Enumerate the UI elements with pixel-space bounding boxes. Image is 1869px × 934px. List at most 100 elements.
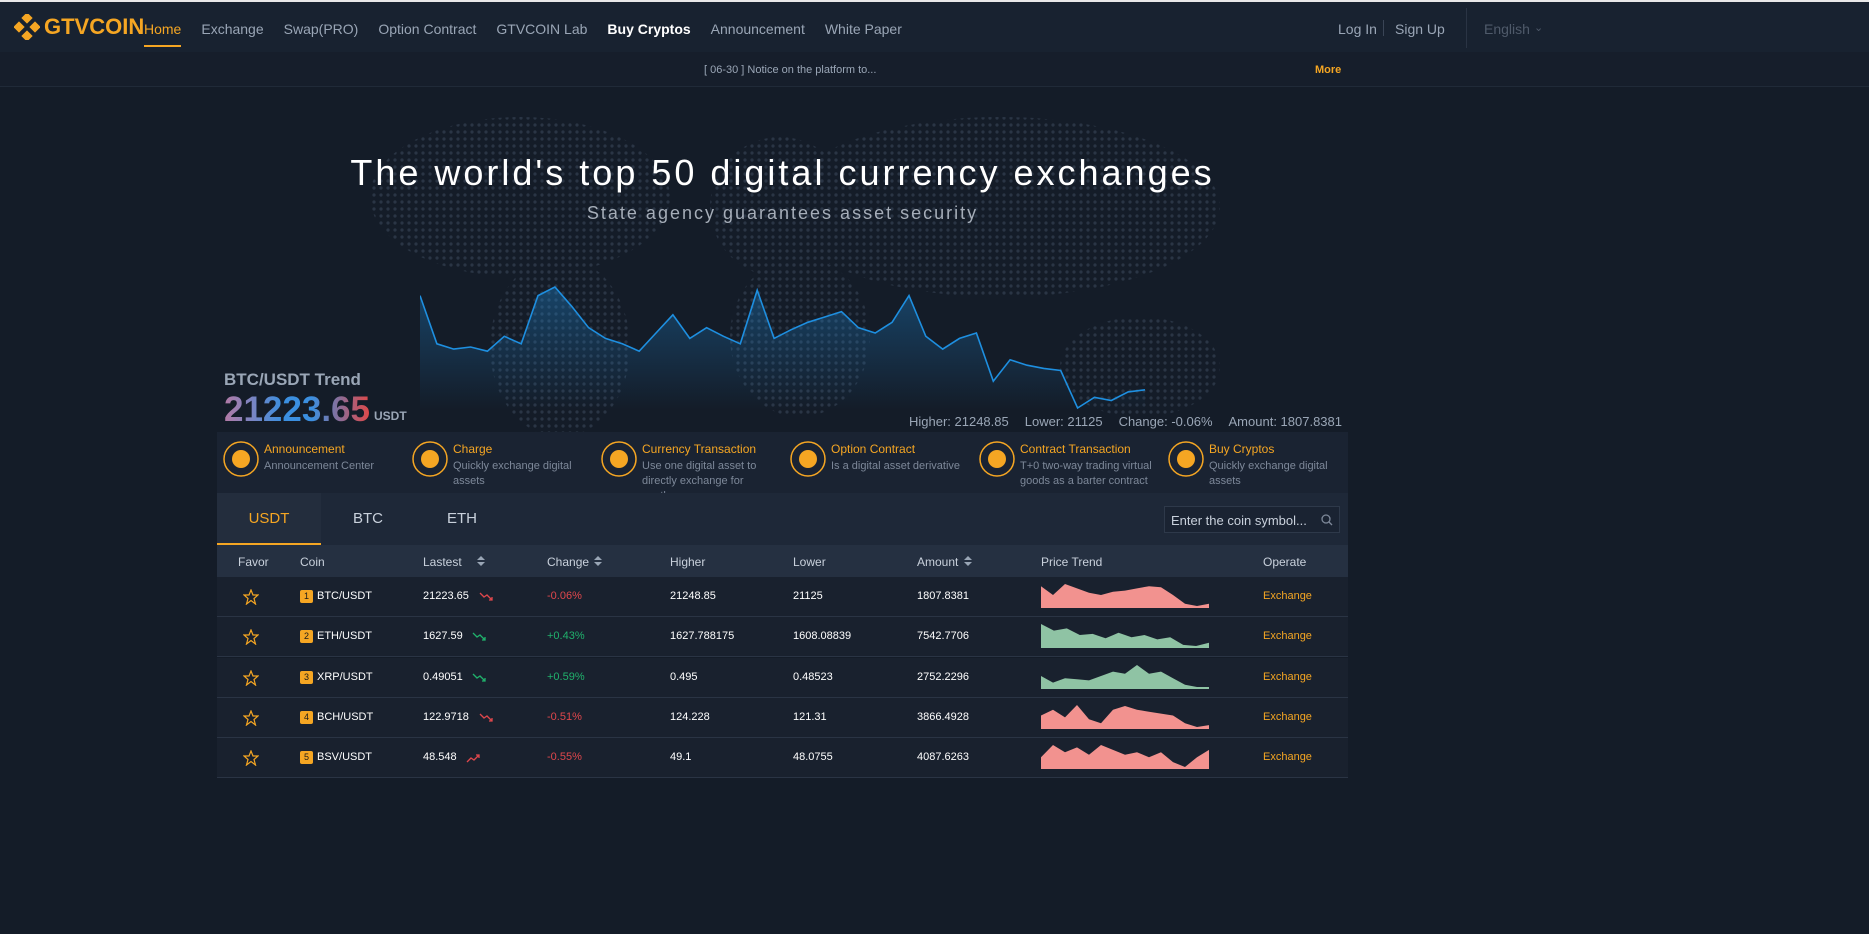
favor-star[interactable]	[243, 709, 259, 726]
trend-area	[1041, 704, 1209, 729]
feature-icon	[223, 441, 259, 477]
trend-area	[1041, 624, 1209, 649]
coin-rank: 2	[300, 630, 313, 644]
feature[interactable]: Option Contract Is a digital asset deriva…	[784, 432, 973, 493]
features: Announcement Announcement Center Charge Qui…	[217, 432, 1351, 502]
favor-star[interactable]	[243, 669, 259, 686]
higher: 21248.85	[670, 590, 716, 602]
amount: 4087.6263	[917, 751, 969, 764]
table-row[interactable]: 2 ETH/USDT 1627.59 +0.43% 1627.788175 1608.08…	[217, 617, 1348, 658]
exchange-link[interactable]: Exchange	[1263, 670, 1312, 683]
login[interactable]: Log In	[1338, 21, 1377, 37]
lower: 48.0755	[793, 751, 833, 764]
feature-desc: T+0 two-way trading virtual goods as a b…	[1020, 460, 1152, 487]
coin-pair: BTC/USDT	[317, 590, 372, 602]
coin: 3 XRP/USDT	[300, 670, 373, 684]
table-row[interactable]: 5 BSV/USDT 48.548 -0.55% 49.1 48.0755 4087.626…	[217, 738, 1348, 779]
stat: Amount: 1807.8381	[1228, 414, 1342, 429]
trend-price: 21223.65	[224, 390, 370, 429]
coin-rank: 5	[300, 751, 313, 765]
icon-ring	[790, 441, 826, 477]
feature[interactable]: Contract Transaction T+0 two-way trading …	[973, 432, 1162, 493]
notice-more[interactable]: More	[1315, 64, 1342, 76]
feature-desc: Announcement Center	[264, 460, 375, 472]
favor-star[interactable]	[243, 589, 259, 605]
nav-item[interactable]: Buy Cryptos	[607, 21, 691, 37]
nav-item[interactable]: White Paper	[824, 21, 902, 37]
coin: 5 BSV/USDT	[300, 751, 372, 765]
coin-pair: XRP/USDT	[317, 670, 373, 683]
feature-title: Buy Cryptos	[1209, 442, 1275, 456]
nav-item[interactable]: Exchange	[201, 21, 264, 37]
column-header: Lastest	[423, 555, 462, 569]
icon-ring	[601, 441, 637, 477]
column-header: Coin	[300, 555, 325, 569]
feature-title: Option Contract	[831, 442, 916, 456]
price-trend	[1041, 664, 1209, 689]
exchange-link[interactable]: Exchange	[1263, 630, 1312, 643]
table-row[interactable]: 1 BTC/USDT 21223.65 -0.06% 21248.85 21125 1807…	[217, 577, 1348, 617]
change: -0.06%	[547, 590, 582, 602]
stat: Higher: 21248.85	[908, 414, 1009, 429]
logo[interactable]: GTVCOIN	[14, 14, 144, 40]
amount: 3866.4928	[917, 710, 969, 723]
search-icon	[1321, 514, 1333, 526]
trend-area	[1041, 664, 1209, 689]
favor-star[interactable]	[243, 629, 259, 646]
nav-item[interactable]: Home	[144, 21, 182, 47]
icon-core	[1177, 450, 1195, 468]
trend-area	[1041, 745, 1209, 770]
trend-area	[420, 287, 1145, 410]
feature[interactable]: Currency Transaction Use one digital asse…	[595, 432, 784, 502]
tab[interactable]: ETH	[447, 510, 477, 527]
language[interactable]: English	[1484, 21, 1530, 37]
feature-title: Announcement	[264, 442, 345, 456]
table-row[interactable]: 3 XRP/USDT 0.49051 +0.59% 0.495 0.48523 2752.2…	[217, 657, 1348, 698]
price-trend	[1041, 704, 1209, 729]
search-input[interactable]: Enter the coin symbol...	[1164, 506, 1340, 533]
nav-item[interactable]: GTVCOIN Lab	[496, 21, 588, 37]
last-price: 0.49051	[423, 670, 463, 683]
divider	[1466, 8, 1467, 48]
exchange-link[interactable]: Exchange	[1263, 590, 1312, 602]
icon-core	[610, 450, 628, 468]
table-row[interactable]: 4 BCH/USDT 122.9718 -0.51% 124.228 121.31 3866…	[217, 697, 1348, 738]
star	[243, 669, 259, 686]
star	[243, 629, 259, 646]
coin: 1 BTC/USDT	[300, 590, 372, 603]
tab[interactable]: USDT	[217, 493, 321, 545]
coin-pair: ETH/USDT	[317, 630, 372, 643]
star	[243, 589, 259, 605]
column-header: Operate	[1263, 555, 1307, 569]
favor-star[interactable]	[243, 750, 259, 767]
feature[interactable]: Charge Quickly exchange digital assets	[406, 432, 595, 493]
language-caret: ⌄	[1534, 22, 1544, 34]
hero-subtitle: State agency guarantees asset security	[586, 203, 979, 223]
trend-title: BTC/USDT Trend	[224, 370, 361, 389]
tab[interactable]: BTC	[353, 510, 383, 527]
change: -0.51%	[547, 710, 582, 723]
change: +0.43%	[547, 630, 585, 643]
nav-item[interactable]: Announcement	[710, 21, 805, 37]
arrow	[472, 632, 487, 641]
nav-item[interactable]: Swap(PRO)	[283, 21, 359, 37]
trend-arrow	[472, 632, 487, 641]
feature-desc: Use one digital asset to directly exchan…	[642, 460, 757, 502]
column-header: Higher	[670, 555, 706, 569]
notice-text[interactable]: [ 06-30 ] Notice on the platform to...	[704, 64, 877, 76]
exchange-link[interactable]: Exchange	[1263, 751, 1312, 764]
exchange-link[interactable]: Exchange	[1263, 710, 1312, 723]
column-header: Change	[547, 555, 590, 569]
hero-title: The world's top 50 digital currency exch…	[350, 152, 1215, 193]
trend-arrow	[472, 673, 487, 682]
feature-icon	[601, 441, 637, 477]
trend-unit: USDT	[374, 409, 407, 423]
nav-item[interactable]: Option Contract	[378, 21, 477, 37]
feature[interactable]: Announcement Announcement Center	[217, 432, 406, 493]
column-header: Amount	[917, 555, 959, 569]
trend-area	[1041, 584, 1209, 608]
lower: 0.48523	[793, 670, 833, 683]
feature[interactable]: Buy Cryptos Quickly exchange digital asse…	[1162, 432, 1351, 493]
signup[interactable]: Sign Up	[1395, 21, 1445, 37]
sort-arrows	[476, 556, 485, 566]
